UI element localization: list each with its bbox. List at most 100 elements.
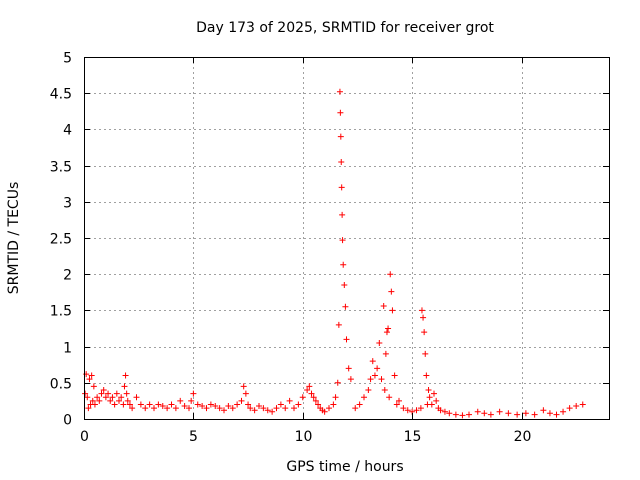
data-point <box>437 407 444 414</box>
y-tick-label: 1.5 <box>50 304 72 320</box>
data-point <box>304 387 311 394</box>
data-point <box>251 407 258 414</box>
data-point <box>82 390 89 397</box>
data-point <box>94 394 101 401</box>
data-point <box>91 401 98 408</box>
data-point <box>121 383 128 390</box>
data-point <box>335 321 342 328</box>
data-point <box>242 390 249 397</box>
data-point <box>376 339 383 346</box>
x-tick-label: 15 <box>404 429 422 445</box>
grid-lines <box>84 57 609 419</box>
data-point <box>361 394 367 401</box>
data-point <box>168 401 175 408</box>
data-point <box>546 410 553 417</box>
data-point <box>188 397 195 404</box>
data-point <box>422 350 429 357</box>
data-point <box>306 383 313 390</box>
data-point <box>446 410 453 417</box>
data-point <box>365 387 372 394</box>
data-point <box>345 365 352 372</box>
data-point <box>229 405 236 412</box>
data-point <box>291 405 297 412</box>
data-point <box>212 402 219 409</box>
data-point <box>122 372 129 379</box>
data-point <box>234 401 241 408</box>
data-point <box>245 401 252 408</box>
y-tick-label: 3 <box>63 196 72 212</box>
data-point <box>308 390 315 397</box>
data-point <box>105 390 112 397</box>
data-point <box>339 211 346 218</box>
data-point <box>269 408 276 415</box>
data-point <box>126 401 133 408</box>
data-point <box>340 261 347 268</box>
y-axis-label: SRMTID / TECUs <box>6 182 22 295</box>
data-point <box>452 411 459 418</box>
data-point <box>203 405 210 412</box>
data-point <box>86 376 93 383</box>
data-point <box>172 405 179 412</box>
data-point <box>100 387 107 394</box>
data-point <box>194 401 201 408</box>
x-tick-label: 20 <box>514 429 532 445</box>
x-tick-label: 5 <box>189 429 198 445</box>
data-point <box>98 390 105 397</box>
data-point <box>199 402 206 409</box>
data-point <box>133 394 140 401</box>
x-axis-label: GPS time / hours <box>286 459 403 475</box>
data-point <box>433 397 440 404</box>
data-point <box>421 329 428 336</box>
y-tick-label: 0.5 <box>50 377 72 393</box>
data-point <box>356 401 363 408</box>
data-point <box>369 358 376 365</box>
data-point <box>111 401 118 408</box>
data-point <box>459 412 466 419</box>
data-point <box>207 401 214 408</box>
data-point <box>310 394 317 401</box>
data-point <box>124 397 131 404</box>
data-point <box>505 410 512 417</box>
chart-title: Day 173 of 2025, SRMTID for receiver gro… <box>196 20 494 36</box>
data-point <box>540 407 547 414</box>
data-point <box>388 288 395 295</box>
data-point <box>579 401 586 408</box>
data-point <box>84 394 91 401</box>
data-point <box>256 402 262 409</box>
y-tick-label: 3.5 <box>50 160 72 176</box>
data-point <box>338 158 345 165</box>
data-point <box>374 365 381 372</box>
data-point <box>186 405 192 412</box>
data-point <box>159 402 166 409</box>
data-point <box>129 405 136 412</box>
data-point <box>393 401 400 408</box>
data-point <box>391 372 398 379</box>
data-point <box>339 237 346 244</box>
data-point <box>400 405 407 412</box>
data-point <box>113 390 120 397</box>
data-point <box>566 405 573 412</box>
data-point <box>116 397 122 404</box>
data-point <box>336 88 343 95</box>
y-tick-label: 1 <box>63 341 72 357</box>
data-point <box>420 314 427 321</box>
data-point <box>396 397 402 404</box>
data-point <box>371 372 378 379</box>
data-point <box>137 401 144 408</box>
data-point <box>312 397 319 404</box>
data-point <box>321 408 328 415</box>
data-point <box>413 407 420 414</box>
data-point <box>315 401 322 408</box>
data-point <box>90 383 97 390</box>
data-point <box>240 383 247 390</box>
data-point <box>382 350 389 357</box>
data-point <box>481 410 488 417</box>
y-tick-label: 4 <box>63 123 72 139</box>
data-point <box>343 336 350 343</box>
data-point <box>123 390 130 397</box>
data-point <box>418 307 425 314</box>
data-point <box>404 407 411 414</box>
data-point <box>426 394 433 401</box>
data-point <box>332 394 339 401</box>
data-point <box>425 387 432 394</box>
